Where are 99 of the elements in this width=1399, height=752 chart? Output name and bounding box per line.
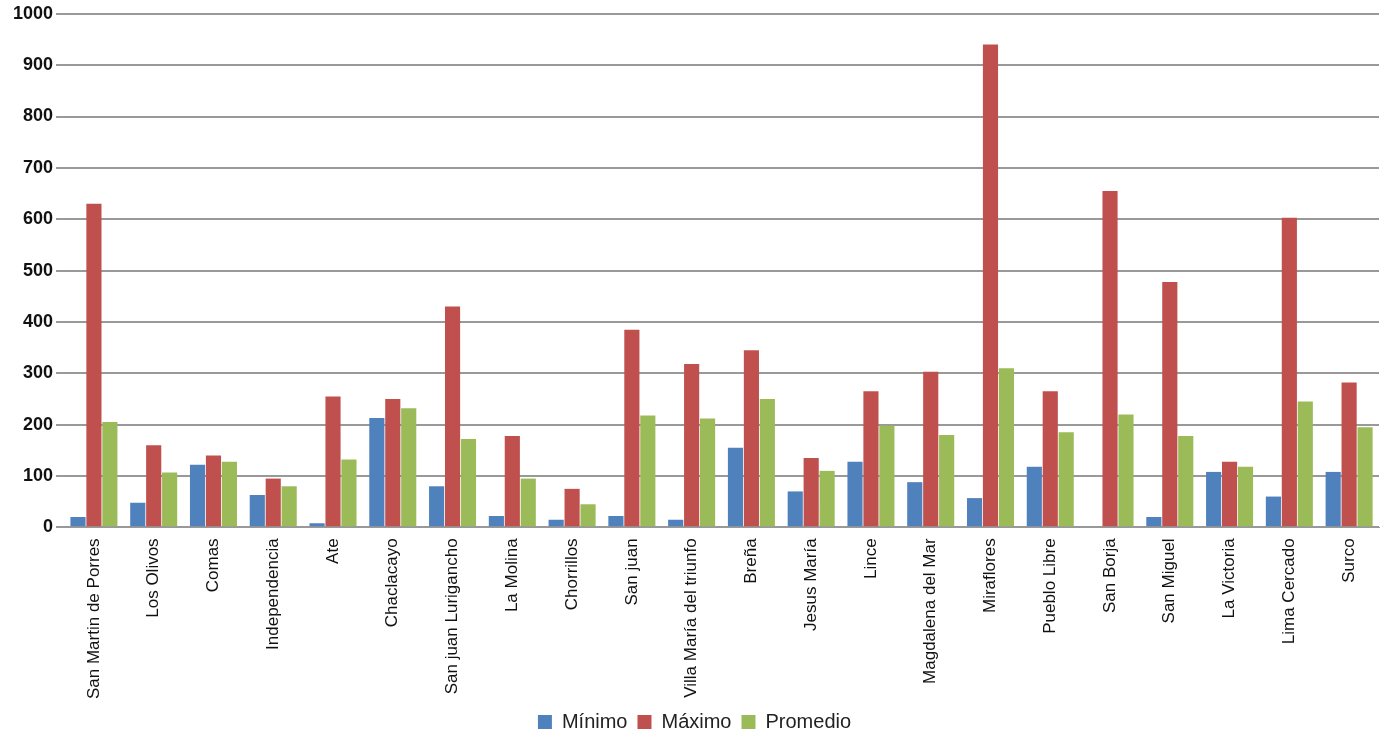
bar — [863, 391, 879, 527]
bar — [727, 447, 744, 527]
bar — [309, 523, 325, 527]
bar — [1042, 391, 1058, 527]
x-tick-label: San Miguel — [1159, 538, 1179, 624]
x-tick-label: San Borja — [1099, 537, 1119, 614]
bar — [1237, 466, 1254, 527]
bar — [102, 422, 118, 527]
legend-label: Máximo — [661, 709, 732, 732]
bar — [369, 417, 385, 527]
bar — [205, 455, 222, 527]
bar — [1058, 432, 1074, 527]
x-tick-label: San juan — [621, 538, 641, 606]
y-tick-label: 300 — [23, 362, 54, 383]
bar — [907, 482, 923, 527]
bar — [429, 486, 445, 527]
bar — [982, 44, 999, 527]
bar — [939, 434, 955, 527]
bar — [249, 495, 265, 527]
bar — [580, 504, 596, 527]
bar — [1102, 190, 1118, 527]
bar — [1146, 517, 1162, 527]
bar — [460, 439, 477, 527]
bar — [624, 329, 640, 527]
y-tick-label: 700 — [23, 156, 54, 177]
bar — [787, 491, 803, 527]
y-tick-label: 200 — [23, 413, 54, 434]
x-tick-label: Lince — [860, 538, 880, 580]
bar — [1357, 427, 1373, 527]
x-tick-label: Chorrillos — [561, 538, 581, 611]
x-tick-label: Miraflores — [980, 538, 1000, 613]
bar — [700, 418, 716, 527]
bar — [1026, 466, 1042, 527]
bar — [504, 435, 520, 527]
bar — [70, 517, 86, 527]
bar — [640, 415, 656, 527]
bar — [1222, 461, 1238, 527]
y-tick-label: 100 — [23, 464, 54, 485]
bar — [189, 464, 206, 527]
y-tick-label: 400 — [23, 310, 54, 331]
y-tick-label: 600 — [23, 208, 54, 229]
bar — [743, 350, 759, 527]
bar — [1341, 382, 1357, 527]
x-tick-label: Magdalena del Mar — [920, 538, 940, 684]
bar — [520, 478, 536, 527]
bar — [325, 396, 341, 527]
x-tick-label: San juan Lurigancho — [442, 538, 462, 695]
x-tick-label: Pueblo Libre — [1039, 538, 1059, 634]
y-tick-label: 500 — [23, 259, 54, 280]
bar — [1297, 401, 1313, 527]
bar — [1118, 414, 1134, 527]
bar — [1281, 217, 1297, 527]
x-tick-label: Comas — [203, 538, 223, 593]
bar — [265, 478, 281, 527]
bar — [86, 203, 102, 527]
x-tick-label: Breña — [741, 537, 761, 584]
bar — [1265, 496, 1281, 527]
legend-label: Mínimo — [561, 709, 628, 732]
bar — [1178, 435, 1194, 527]
bar — [879, 425, 895, 527]
x-tick-label: Los Olivos — [143, 538, 163, 618]
x-tick-label: La Molina — [502, 537, 522, 613]
bar — [803, 458, 819, 527]
bar — [281, 486, 297, 527]
bar — [759, 398, 775, 527]
x-tick-label: Ate — [322, 538, 342, 564]
x-tick-label: Chaclacayo — [382, 538, 402, 628]
bar — [1162, 281, 1178, 527]
bar — [130, 502, 146, 527]
bar — [341, 459, 357, 527]
bar — [221, 461, 237, 527]
y-tick-label: 0 — [43, 516, 54, 537]
x-tick-label: San Martin de Porres — [83, 538, 103, 700]
x-tick-label: Lima Cercado — [1279, 538, 1299, 645]
bar — [819, 470, 835, 527]
legend-label: Promedio — [765, 709, 852, 732]
bar — [684, 364, 700, 527]
x-tick-label: Surco — [1338, 538, 1358, 583]
bar — [847, 461, 863, 527]
bar — [146, 445, 162, 527]
bar — [385, 398, 401, 527]
bar — [966, 498, 983, 527]
x-tick-label: Villa María del triunfo — [681, 538, 701, 698]
bar — [923, 371, 939, 527]
bar — [444, 306, 461, 527]
bar — [564, 488, 580, 527]
bar — [401, 408, 417, 527]
bar — [488, 516, 504, 527]
x-tick-label: Jesus María — [800, 537, 820, 631]
x-tick-label: La Victoria — [1219, 537, 1239, 619]
y-tick-label: 800 — [23, 105, 54, 126]
bar — [1206, 471, 1222, 527]
bar — [608, 516, 624, 527]
bar — [1325, 471, 1341, 527]
bar — [998, 368, 1014, 527]
y-tick-label: 1000 — [13, 2, 54, 23]
bar — [162, 472, 178, 527]
y-tick-label: 900 — [23, 54, 54, 75]
x-tick-label: Independencia — [262, 537, 282, 650]
